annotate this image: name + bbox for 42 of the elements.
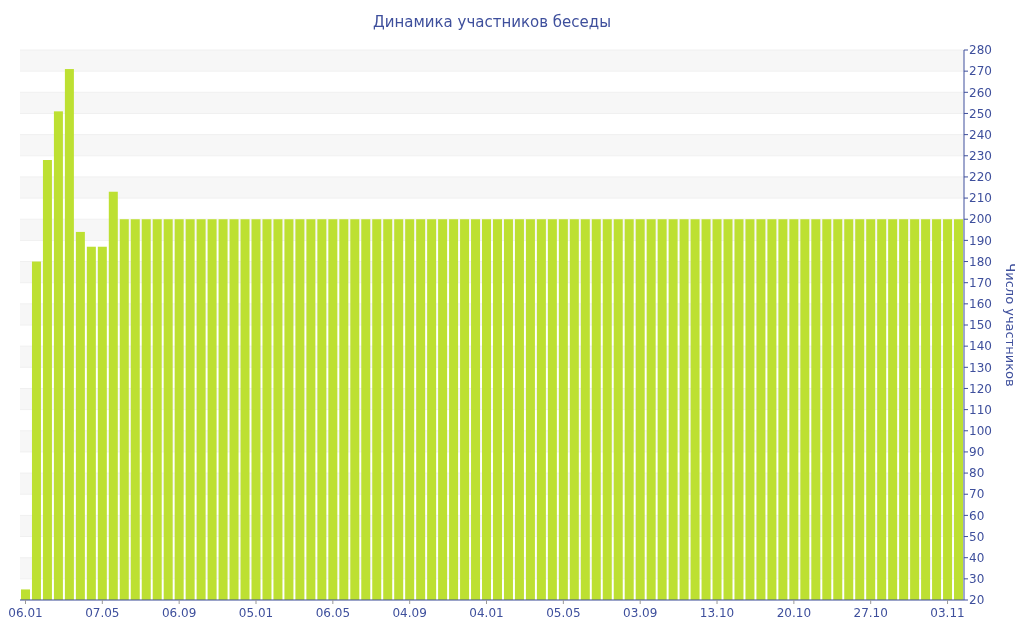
y-tick-label: 190 (969, 233, 992, 248)
x-tick-label: 03.11 (930, 606, 965, 620)
x-tick-label: 04.01 (469, 606, 504, 620)
y-tick-label: 130 (969, 360, 992, 375)
y-axis-title: Число участников (1003, 263, 1018, 387)
y-tick-label: 70 (969, 487, 985, 502)
y-tick-label: 120 (969, 381, 992, 396)
y-tick-label: 170 (969, 275, 992, 290)
x-tick-label: 13.10 (699, 606, 735, 620)
y-tick-label: 80 (969, 466, 985, 481)
x-tick-label: 04.09 (392, 606, 427, 620)
x-tick-label: 27.10 (853, 606, 888, 620)
y-tick-label: 280 (969, 43, 992, 58)
x-tick-label: 07.05 (85, 606, 120, 620)
y-tick-label: 210 (969, 191, 992, 206)
y-tick-label: 140 (969, 339, 992, 354)
y-tick-label: 20 (969, 593, 985, 608)
x-tick-label: 05.05 (546, 606, 581, 620)
y-tick-label: 250 (969, 106, 992, 121)
x-tick-label: 06.01 (8, 606, 43, 620)
y-tick-label: 60 (969, 508, 985, 523)
y-tick-label: 180 (969, 254, 992, 269)
y-tick-label: 230 (969, 148, 992, 163)
y-tick-label: 260 (969, 85, 992, 100)
x-tick-label: 06.09 (161, 606, 197, 620)
y-tick-label: 200 (969, 212, 992, 227)
chart-title: Динамика участников беседы (372, 13, 612, 31)
x-tick-label: 20.10 (776, 606, 812, 620)
x-tick-label: 03.09 (623, 606, 658, 620)
y-tick-label: 100 (969, 423, 992, 438)
y-tick-label: 270 (969, 64, 992, 79)
y-tick-label: 40 (969, 550, 985, 565)
x-tick-label: 05.01 (238, 606, 274, 620)
y-tick-label: 110 (969, 402, 992, 417)
y-tick-label: 150 (969, 318, 992, 333)
y-tick-label: 50 (969, 529, 985, 544)
y-tick-label: 30 (969, 572, 985, 587)
y-tick-label: 90 (969, 445, 985, 460)
y-tick-label: 160 (969, 297, 992, 312)
x-tick-label: 06.05 (315, 606, 351, 620)
y-tick-label: 220 (969, 170, 992, 185)
y-tick-label: 240 (969, 127, 992, 142)
